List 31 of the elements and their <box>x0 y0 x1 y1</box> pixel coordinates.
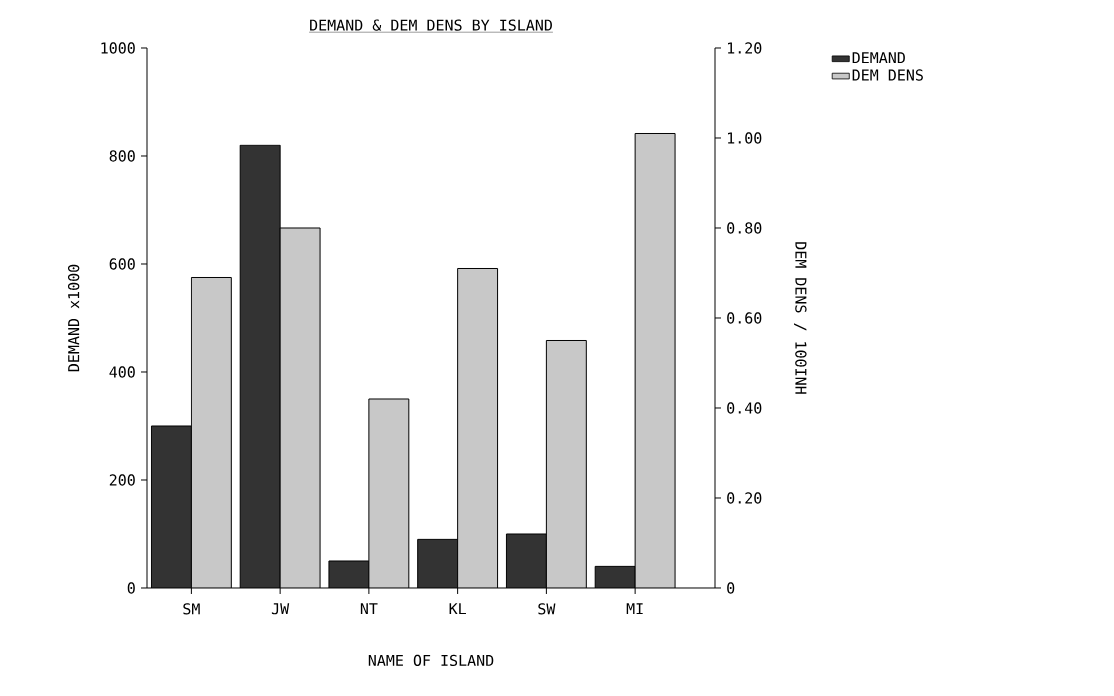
y2-tick-label: 0.60 <box>727 312 762 324</box>
bar <box>457 268 498 588</box>
bar <box>417 539 458 588</box>
y-axis-title: DEMAND x1000 <box>67 264 80 372</box>
bar <box>546 340 587 588</box>
legend-label: DEM DENS <box>852 69 923 81</box>
x-tick-label: KL <box>449 603 466 615</box>
x-axis-title: NAME OF ISLAND <box>368 654 494 667</box>
y-tick-label: 0 <box>127 582 135 594</box>
y2-axis-title: DEM DENS / 100INH <box>794 242 807 394</box>
x-tick-label: JW <box>271 603 290 615</box>
legend-label: DEMAND <box>852 52 905 64</box>
y-tick-label: 600 <box>109 258 135 270</box>
y-tick-label: 400 <box>109 366 135 378</box>
bar <box>368 398 409 588</box>
y2-tick-label: 0 <box>727 582 735 594</box>
y-tick-label: 1000 <box>101 42 135 54</box>
y2-tick-label: 1.00 <box>728 132 762 144</box>
x-tick-label: NT <box>360 603 378 615</box>
x-tick-label: SM <box>183 603 200 615</box>
y2-tick-label: 0.40 <box>727 402 762 414</box>
chart-title: DEMAND & DEM DENS BY ISLAND <box>310 19 552 31</box>
bar <box>506 533 547 588</box>
x-tick-label: MI <box>626 603 643 615</box>
x-tick-label: SW <box>538 603 556 615</box>
y-tick-label: 800 <box>109 150 135 162</box>
y-tick-label: 200 <box>109 474 135 486</box>
y2-tick-label: 0.20 <box>727 492 762 504</box>
bar <box>634 132 676 588</box>
y2-tick-label: 1.20 <box>728 42 762 54</box>
y2-tick-label: 0.80 <box>727 222 762 234</box>
